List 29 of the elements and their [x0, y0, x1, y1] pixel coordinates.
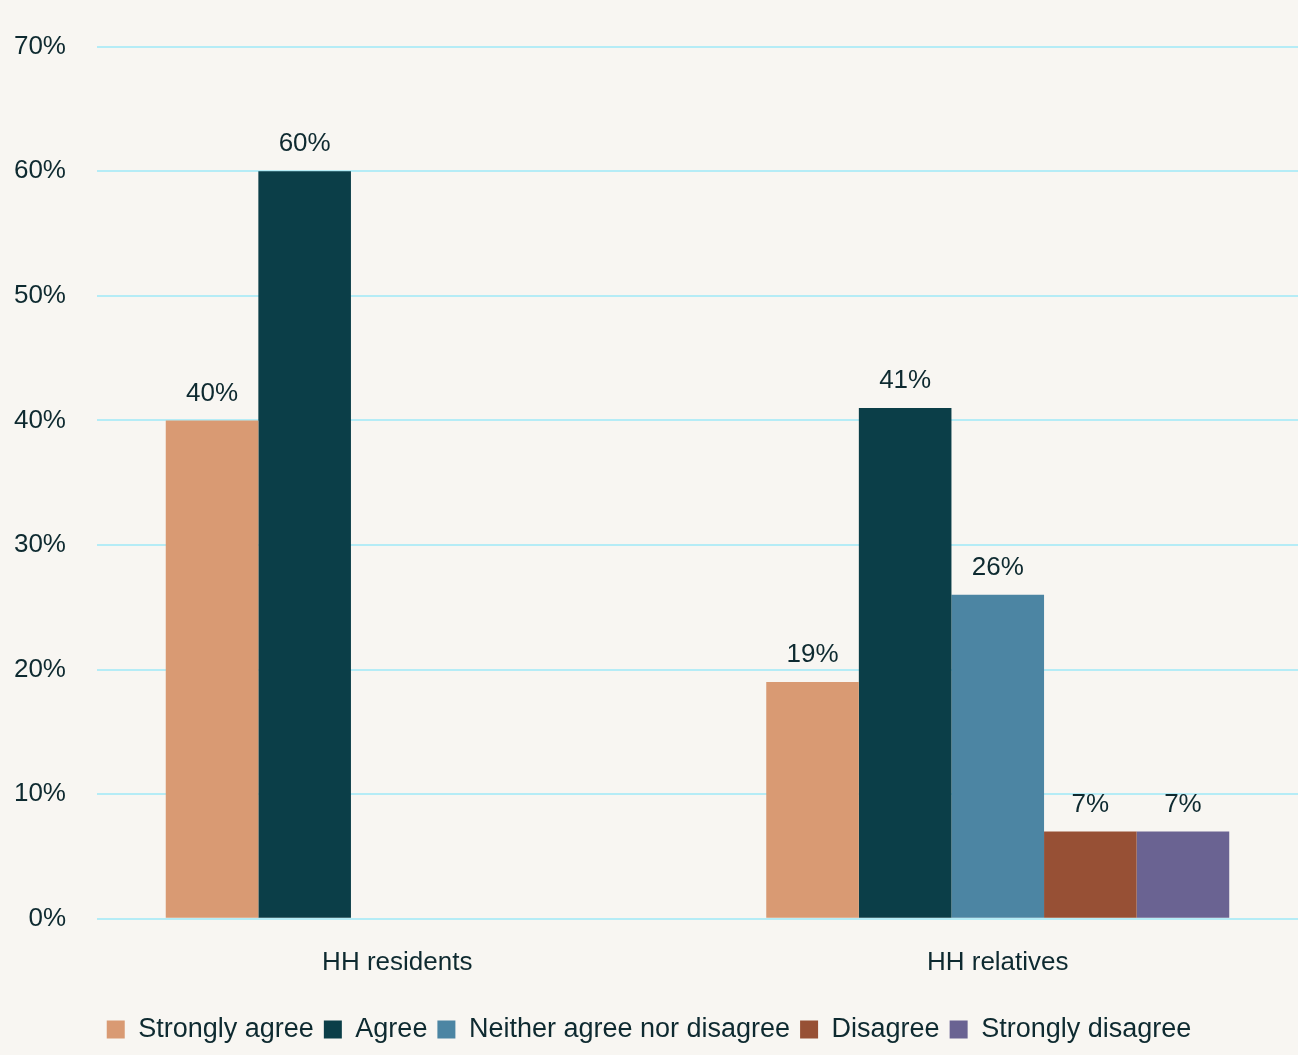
- data-label: 40%: [186, 376, 239, 407]
- legend-label: Strongly agree: [138, 1012, 314, 1043]
- bar: [951, 594, 1045, 918]
- bar: [858, 407, 952, 918]
- y-tick-label: 10%: [13, 777, 66, 808]
- data-label: 41%: [879, 364, 932, 395]
- bar: [1136, 831, 1230, 918]
- data-label: 7%: [1071, 787, 1110, 818]
- bar: [165, 420, 259, 918]
- legend-label: Neither agree nor disagree: [468, 1012, 791, 1043]
- x-tick-label: HH residents: [322, 945, 473, 976]
- data-label: 60%: [278, 127, 331, 158]
- bar: [258, 171, 351, 918]
- y-tick-label: 20%: [13, 652, 66, 683]
- y-tick-label: 70%: [13, 29, 66, 60]
- legend-label: Strongly disagree: [981, 1012, 1192, 1043]
- x-tick-label: HH relatives: [926, 945, 1069, 976]
- data-label: 19%: [786, 638, 839, 669]
- y-tick-label: 60%: [13, 154, 66, 185]
- legend-label: Agree: [355, 1012, 428, 1043]
- data-label: 26%: [971, 551, 1024, 582]
- y-tick-label: 0%: [28, 901, 66, 932]
- y-tick-label: 40%: [13, 403, 66, 434]
- bar: [766, 682, 859, 918]
- bar: [1044, 831, 1137, 918]
- legend-label: Disagree: [831, 1012, 940, 1043]
- data-label: 7%: [1164, 787, 1202, 818]
- y-tick-label: 50%: [13, 278, 66, 309]
- y-tick-label: 30%: [13, 528, 66, 559]
